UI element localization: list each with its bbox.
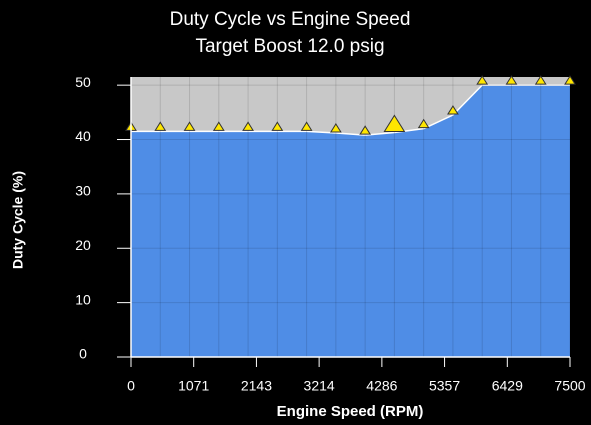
marker [505,75,518,85]
x-tick-label: 3214 [304,378,335,394]
x-tick-label: 7500 [554,378,585,394]
x-tick-label: 0 [127,378,135,394]
y-tick-label: 10 [75,291,91,307]
y-tick-label: 50 [75,74,91,90]
y-tick-label: 40 [75,128,91,144]
marker [300,121,313,131]
marker [242,121,254,131]
marker [359,125,372,135]
marker [534,75,547,85]
marker [564,75,576,85]
marker [417,118,430,129]
marker [271,121,284,131]
marker [183,121,196,131]
x-tick-label: 5357 [429,378,460,394]
x-tick-label: 2143 [241,378,272,394]
marker [447,105,459,115]
marker-selected [383,114,406,132]
area [131,85,570,358]
area-line [131,84,570,136]
marker [212,121,225,131]
chart-title: Duty Cycle vs Engine Speed [170,9,411,30]
x-tick-label: 1071 [178,378,209,394]
marker [154,121,167,131]
y-tick-label: 30 [75,183,91,199]
y-tick-label: 0 [79,346,87,362]
chart-subtitle: Target Boost 12.0 psig [195,36,384,57]
x-axis-label: Engine Speed (RPM) [277,403,424,420]
marker [329,123,342,133]
x-tick-label: 6429 [492,378,523,394]
y-tick-label: 20 [75,237,91,253]
y-axis-label: Duty Cycle (%) [10,171,26,269]
x-tick-label: 4286 [366,378,397,394]
marker [476,75,489,85]
